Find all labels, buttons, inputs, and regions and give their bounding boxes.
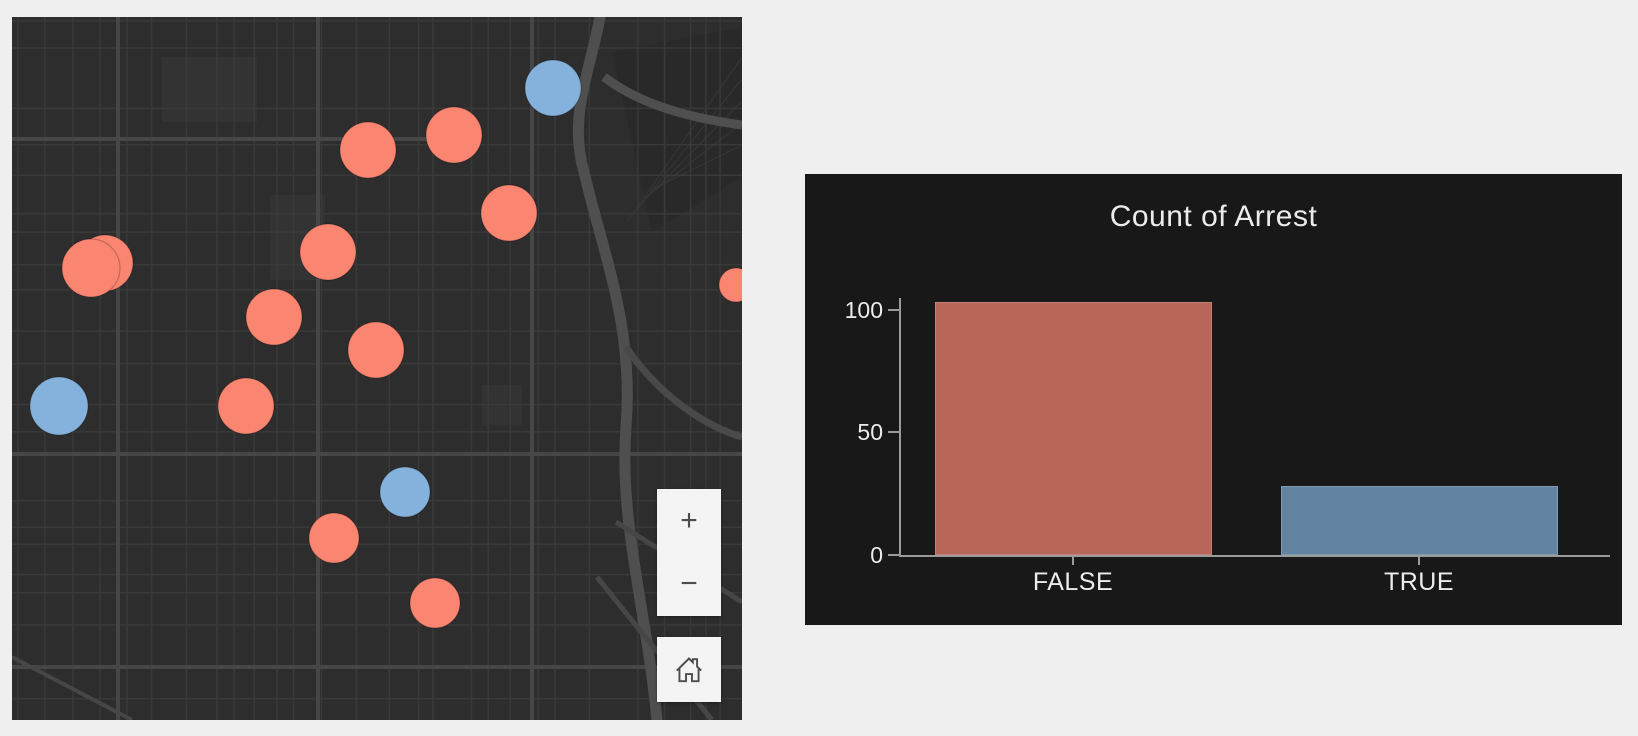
y-tick bbox=[888, 554, 899, 556]
map-marker-arrest-false[interactable] bbox=[347, 321, 405, 379]
map-marker-arrest-false[interactable] bbox=[718, 267, 742, 303]
bar-false[interactable] bbox=[934, 302, 1212, 555]
map-marker-arrest-false[interactable] bbox=[61, 238, 121, 298]
bar-true[interactable] bbox=[1280, 486, 1558, 555]
chart-panel: 0 50 100 FALSE TRUE Count of Arrest bbox=[805, 174, 1622, 625]
map-marker-arrest-false[interactable] bbox=[409, 577, 461, 629]
y-tick-label: 0 bbox=[870, 542, 883, 568]
map-marker-arrest-true[interactable] bbox=[29, 376, 89, 436]
map-marker-arrest-false[interactable] bbox=[480, 184, 538, 242]
map-marker-arrest-false[interactable] bbox=[425, 106, 483, 164]
x-category-label: FALSE bbox=[1032, 568, 1114, 596]
x-tick bbox=[1072, 557, 1074, 565]
y-tick bbox=[888, 308, 899, 311]
home-button[interactable] bbox=[657, 637, 721, 702]
zoom-out-button[interactable]: − bbox=[657, 553, 721, 617]
street-grid bbox=[12, 17, 742, 720]
x-axis-line bbox=[899, 555, 1610, 557]
map-marker-arrest-true[interactable] bbox=[379, 466, 431, 518]
x-tick bbox=[1418, 557, 1420, 565]
basemap bbox=[12, 17, 742, 720]
map-marker-arrest-false[interactable] bbox=[245, 288, 303, 346]
y-tick bbox=[888, 431, 899, 434]
y-tick-label: 50 bbox=[857, 419, 883, 446]
chart-title: Count of Arrest bbox=[1109, 200, 1318, 233]
marker-layer bbox=[29, 59, 742, 629]
map-marker-arrest-false[interactable] bbox=[217, 377, 275, 435]
map[interactable]: + − bbox=[12, 17, 742, 720]
map-marker-arrest-false[interactable] bbox=[299, 223, 357, 281]
map-marker-arrest-false[interactable] bbox=[339, 121, 397, 179]
zoom-in-button[interactable]: + bbox=[657, 489, 721, 553]
map-marker-arrest-true[interactable] bbox=[524, 59, 582, 117]
bar-plot: 0 50 100 FALSE TRUE bbox=[805, 174, 1622, 625]
x-category-label: TRUE bbox=[1383, 568, 1455, 596]
zoom-control: + − bbox=[657, 489, 721, 616]
y-tick-label: 100 bbox=[844, 296, 883, 323]
home-icon bbox=[676, 656, 702, 682]
map-marker-arrest-false[interactable] bbox=[308, 512, 360, 564]
y-axis-line bbox=[899, 298, 901, 557]
